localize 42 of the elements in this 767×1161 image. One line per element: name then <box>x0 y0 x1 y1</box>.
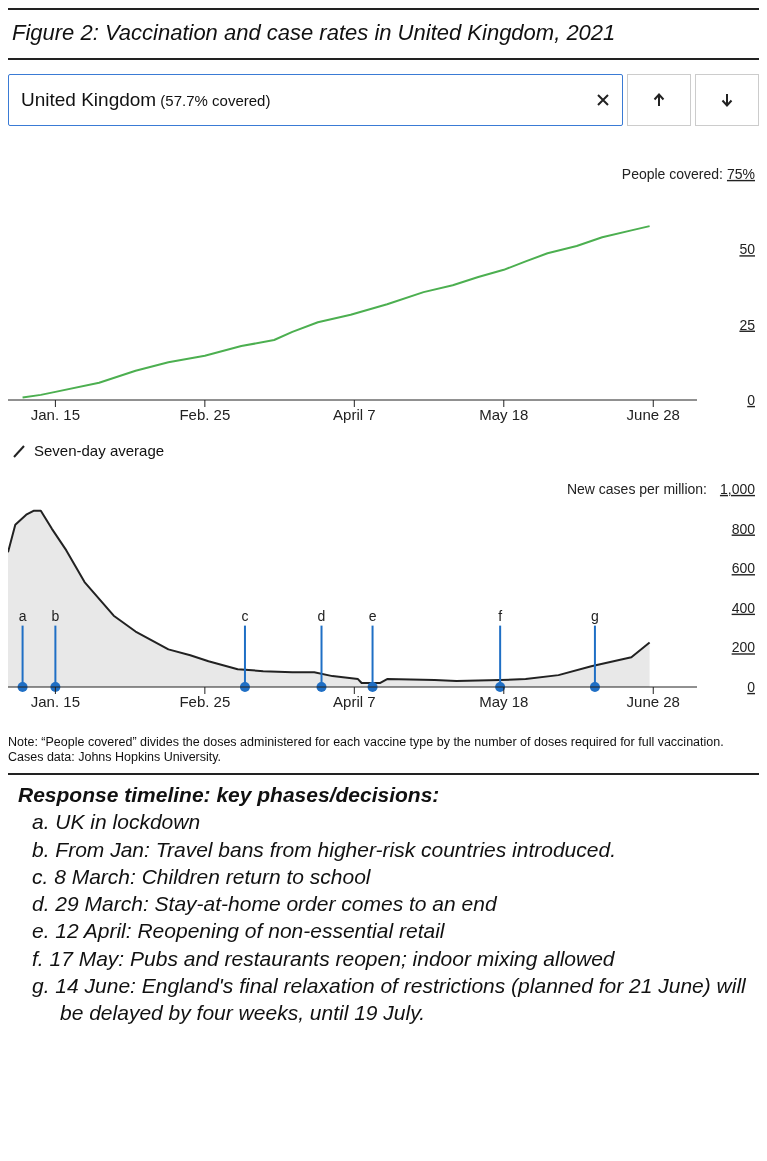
x-tick-label: May 18 <box>479 405 529 423</box>
text: Response timeline: key phases/decisions: <box>18 782 441 808</box>
y-tick-label: 200 <box>731 639 756 656</box>
y-tick-label: 0 <box>747 678 756 695</box>
ref-line-label: c <box>241 607 249 624</box>
text: Note: “People covered” divides the doses administered for each vaccine type by the number of doses required for full vaccination. Cases data: Johns Hopkins University. <box>8 735 759 775</box>
y-tick-label: 75% <box>726 165 755 182</box>
y-tick-label: 600 <box>731 560 756 577</box>
ref-line-label: g <box>591 607 599 624</box>
text: b. From Jan: Travel bans from higher-risk countries introduced. <box>31 836 617 863</box>
text: c. 8 March: Children return to school <box>31 863 372 890</box>
y-tick-label: 50 <box>739 241 756 258</box>
y-tick-label: 800 <box>731 520 756 537</box>
legend-label: Seven-day average <box>34 442 165 459</box>
ref-line-label: d <box>317 607 326 624</box>
text: e. 12 April: Reopening of non-essential retail <box>31 918 446 945</box>
chart-title: Figure 2: Vaccination and case rates in United Kingdom, 2021 <box>8 8 759 60</box>
x-tick-label: Jan. 15 <box>30 692 80 710</box>
ref-line-label: b <box>51 607 60 624</box>
x-tick-label: June 28 <box>626 692 680 710</box>
y-tick-label: 0 <box>747 391 756 408</box>
ref-line-label: a <box>18 607 27 624</box>
ref-line-label: e <box>368 607 377 624</box>
x-tick-label: Jan. 15 <box>30 405 80 423</box>
x-tick-label: Feb. 25 <box>179 692 231 710</box>
y-axis-title: People covered: <box>621 165 723 182</box>
text: d. 29 March: Stay-at-home order comes to an end <box>31 891 498 918</box>
x-tick-label: Feb. 25 <box>179 405 231 423</box>
y-tick-label: 400 <box>731 599 756 616</box>
y-axis-title: New cases per million: <box>566 480 707 497</box>
x-tick-label: April 7 <box>333 405 376 423</box>
y-tick-label: 25 <box>739 316 756 333</box>
chart-subtitle: United Kingdom (57.7% covered) <box>21 89 271 110</box>
text: a. UK in lockdown <box>31 809 202 836</box>
x-tick-label: April 7 <box>333 692 376 710</box>
x-tick-label: May 18 <box>479 692 529 710</box>
x-tick-label: June 28 <box>626 405 680 423</box>
text: f. 17 May: Pubs and restaurants reopen; indoor mixing allowed <box>31 945 616 972</box>
line-series <box>21 225 651 399</box>
text: g. 14 June: England's final relaxation of restrictions (planned for 21 June) will be delayed by four weeks, until 19 July. <box>31 973 747 1027</box>
ref-line-label: f <box>498 607 503 624</box>
y-tick-label: 1,000 <box>719 480 756 497</box>
